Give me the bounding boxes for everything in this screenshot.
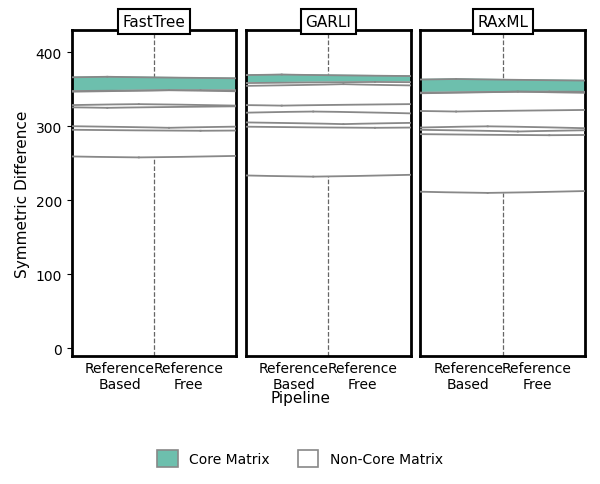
Legend: Core Matrix, Non-Core Matrix: Core Matrix, Non-Core Matrix bbox=[152, 444, 448, 472]
Title: FastTree: FastTree bbox=[122, 15, 185, 30]
Y-axis label: Symmetric Difference: Symmetric Difference bbox=[15, 110, 30, 277]
Text: Pipeline: Pipeline bbox=[270, 390, 330, 405]
Title: GARLI: GARLI bbox=[305, 15, 351, 30]
Title: RAxML: RAxML bbox=[477, 15, 528, 30]
